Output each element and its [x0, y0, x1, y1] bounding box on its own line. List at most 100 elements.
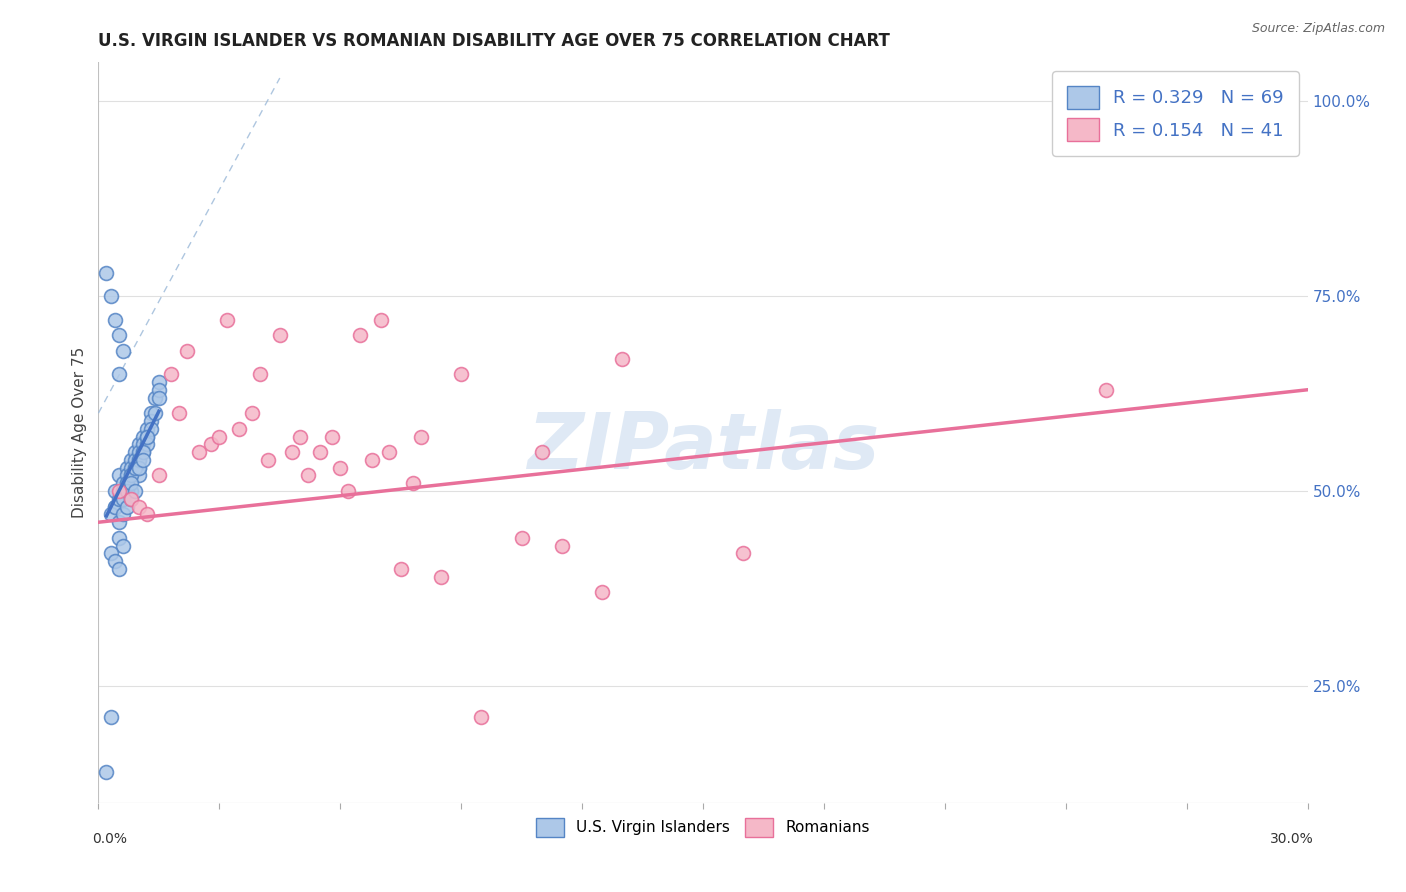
Point — [107, 562, 129, 576]
Point — [510, 531, 533, 545]
Point — [120, 468, 142, 483]
Point — [208, 429, 231, 443]
Text: ZIPatlas: ZIPatlas — [527, 409, 879, 485]
Point — [107, 468, 129, 483]
Point — [132, 445, 155, 459]
Point — [176, 343, 198, 358]
Point — [107, 367, 129, 381]
Point — [591, 585, 613, 599]
Point — [107, 328, 129, 343]
Point — [103, 500, 125, 514]
Point — [115, 460, 138, 475]
Point — [256, 453, 278, 467]
Legend: U.S. Virgin Islanders, Romanians: U.S. Virgin Islanders, Romanians — [530, 812, 876, 843]
Point — [111, 343, 134, 358]
Point — [120, 468, 142, 483]
Point — [132, 429, 155, 443]
Point — [733, 546, 755, 560]
Point — [120, 476, 142, 491]
Point — [148, 391, 170, 405]
Point — [120, 491, 142, 506]
Point — [128, 468, 150, 483]
Point — [135, 508, 157, 522]
Point — [111, 539, 134, 553]
Point — [240, 406, 263, 420]
Point — [120, 484, 142, 499]
Point — [139, 406, 162, 420]
Point — [128, 453, 150, 467]
Point — [402, 476, 425, 491]
Point — [551, 539, 574, 553]
Point — [103, 312, 125, 326]
Point — [450, 367, 472, 381]
Point — [135, 422, 157, 436]
Point — [409, 429, 432, 443]
Point — [115, 484, 138, 499]
Point — [349, 328, 371, 343]
Point — [148, 375, 170, 389]
Point — [96, 266, 118, 280]
Point — [124, 460, 146, 475]
Point — [111, 484, 134, 499]
Point — [96, 764, 118, 779]
Y-axis label: Disability Age Over 75: Disability Age Over 75 — [72, 347, 87, 518]
Point — [370, 312, 392, 326]
Point — [107, 515, 129, 529]
Point — [148, 383, 170, 397]
Point — [128, 500, 150, 514]
Text: Source: ZipAtlas.com: Source: ZipAtlas.com — [1251, 22, 1385, 36]
Point — [111, 476, 134, 491]
Point — [135, 429, 157, 443]
Point — [124, 453, 146, 467]
Point — [612, 351, 634, 366]
Point — [321, 429, 343, 443]
Text: 30.0%: 30.0% — [1270, 832, 1313, 847]
Point — [148, 468, 170, 483]
Point — [111, 484, 134, 499]
Point — [228, 422, 250, 436]
Point — [128, 460, 150, 475]
Point — [377, 445, 399, 459]
Point — [249, 367, 271, 381]
Point — [128, 445, 150, 459]
Point — [337, 484, 360, 499]
Point — [361, 453, 384, 467]
Point — [111, 491, 134, 506]
Point — [111, 491, 134, 506]
Point — [389, 562, 412, 576]
Point — [107, 531, 129, 545]
Point — [288, 429, 311, 443]
Point — [139, 414, 162, 428]
Point — [128, 437, 150, 451]
Point — [329, 460, 352, 475]
Point — [135, 437, 157, 451]
Point — [1095, 383, 1118, 397]
Point — [100, 710, 122, 724]
Point — [470, 710, 492, 724]
Point — [281, 445, 304, 459]
Point — [530, 445, 553, 459]
Point — [100, 508, 122, 522]
Point — [115, 476, 138, 491]
Point — [115, 500, 138, 514]
Point — [124, 460, 146, 475]
Point — [115, 468, 138, 483]
Point — [103, 484, 125, 499]
Point — [103, 554, 125, 568]
Point — [132, 437, 155, 451]
Point — [124, 445, 146, 459]
Point — [309, 445, 332, 459]
Point — [103, 500, 125, 514]
Point — [120, 491, 142, 506]
Point — [160, 367, 183, 381]
Point — [167, 406, 190, 420]
Point — [132, 453, 155, 467]
Point — [430, 570, 453, 584]
Point — [120, 453, 142, 467]
Point — [115, 476, 138, 491]
Point — [128, 453, 150, 467]
Point — [107, 491, 129, 506]
Point — [100, 289, 122, 303]
Text: U.S. VIRGIN ISLANDER VS ROMANIAN DISABILITY AGE OVER 75 CORRELATION CHART: U.S. VIRGIN ISLANDER VS ROMANIAN DISABIL… — [98, 32, 890, 50]
Point — [100, 546, 122, 560]
